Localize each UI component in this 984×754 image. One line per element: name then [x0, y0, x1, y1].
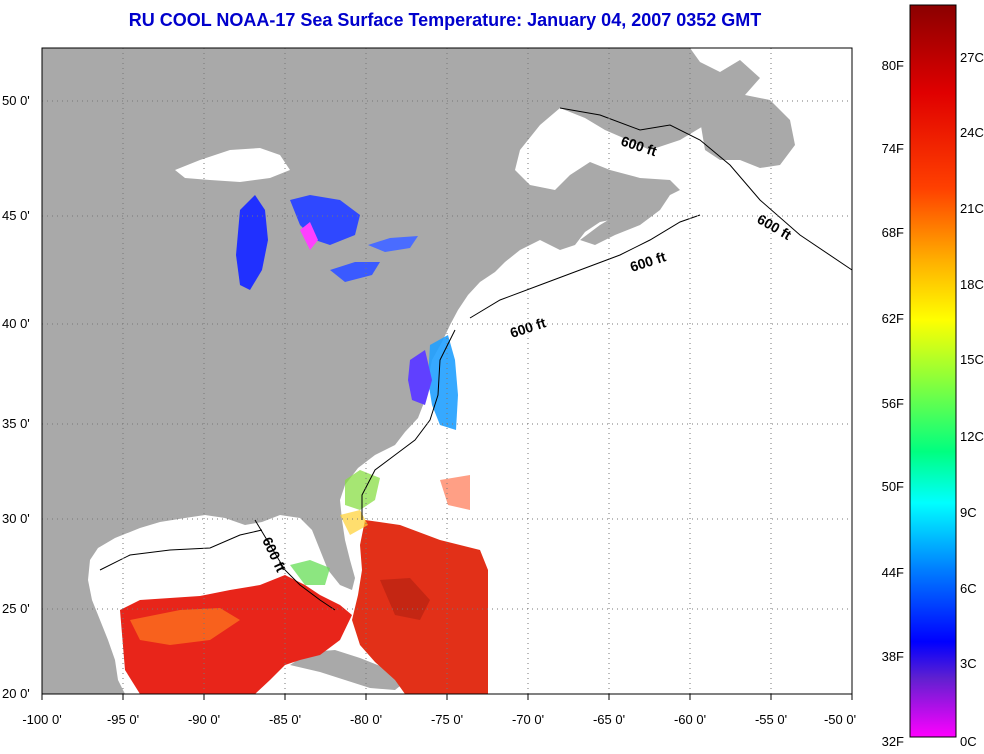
colorbar-c-3: 3C — [960, 656, 977, 671]
lat-label-35: 35 0' — [2, 416, 30, 431]
lon-label-80: -80 0' — [350, 712, 382, 727]
great-lakes — [175, 148, 418, 290]
sst-chesapeake — [408, 350, 432, 405]
lon-label-100: -100 0' — [22, 712, 61, 727]
landmass-nova-scotia — [580, 195, 670, 245]
lon-label-85: -85 0' — [269, 712, 301, 727]
sst-florida-east — [345, 470, 380, 510]
colorbar-f-74: 74F — [882, 141, 904, 156]
lat-label-20: 20 0' — [2, 686, 30, 701]
colorbar-f-62: 62F — [882, 311, 904, 326]
isobath-contours — [99, 107, 853, 611]
lat-label-50: 50 0' — [2, 93, 30, 108]
lon-label-70: -70 0' — [512, 712, 544, 727]
map-title: RU COOL NOAA-17 Sea Surface Temperature:… — [128, 10, 762, 30]
colorbar-f-56: 56F — [882, 396, 904, 411]
lat-label-40: 40 0' — [2, 316, 30, 331]
axis-ticks — [41, 694, 853, 700]
sst-mid-atlantic-coastal — [428, 335, 458, 430]
lon-label-65: -65 0' — [593, 712, 625, 727]
colorbar-f-38: 38F — [882, 649, 904, 664]
colorbar-f-32: 32F — [882, 734, 904, 749]
colorbar-f-68: 68F — [882, 225, 904, 240]
lon-label-95: -95 0' — [107, 712, 139, 727]
sst-gulf-warm — [120, 575, 352, 694]
lon-label-55: -55 0' — [755, 712, 787, 727]
sst-gulfstream-edge — [340, 510, 368, 535]
colorbar-c-18: 18C — [960, 277, 984, 292]
colorbar-c-24: 24C — [960, 125, 984, 140]
graticule — [42, 48, 852, 694]
sst-florida-shelf — [290, 560, 330, 585]
colorbar-c-12: 12C — [960, 429, 984, 444]
lon-label-50: -50 0' — [824, 712, 856, 727]
lon-label-75: -75 0' — [431, 712, 463, 727]
temperature-colorbar — [909, 4, 957, 738]
colorbar-c-27: 27C — [960, 50, 984, 65]
colorbar-f-44: 44F — [882, 565, 904, 580]
colorbar-c-15: 15C — [960, 352, 984, 367]
lon-label-60: -60 0' — [674, 712, 706, 727]
colorbar-c-0: 0C — [960, 734, 977, 749]
colorbar-f-50: 50F — [882, 479, 904, 494]
colorbar-c-6: 6C — [960, 581, 977, 596]
lon-label-90: -90 0' — [188, 712, 220, 727]
landmass-cuba — [290, 650, 410, 690]
colorbar-c-21: 21C — [960, 201, 984, 216]
landmass-north-america — [42, 48, 760, 694]
colorbar-f-80: 80F — [882, 58, 904, 73]
lat-label-30: 30 0' — [2, 511, 30, 526]
colorbar-c-9: 9C — [960, 505, 977, 520]
sst-gulf-cooler — [130, 608, 240, 645]
lat-label-25: 25 0' — [2, 601, 30, 616]
lat-label-45: 45 0' — [2, 208, 30, 223]
